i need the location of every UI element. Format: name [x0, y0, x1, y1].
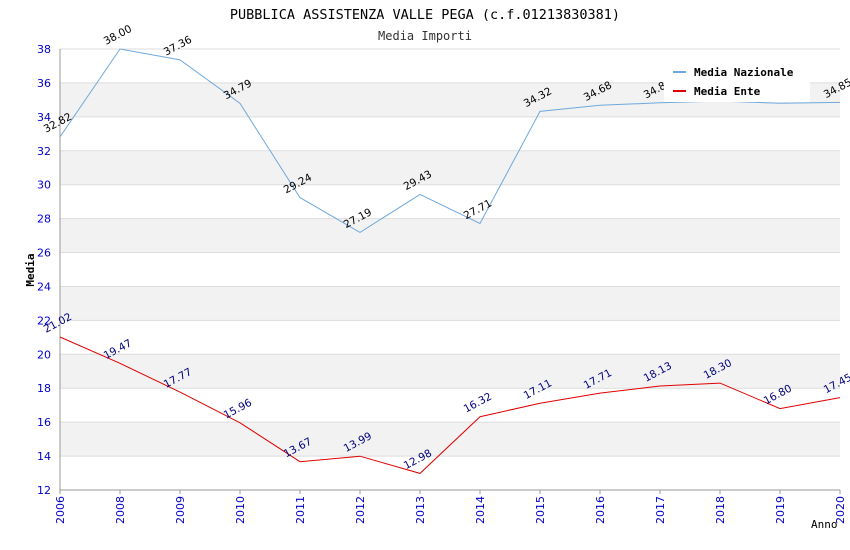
data-label: 37.36: [162, 34, 194, 59]
legend-background: [664, 60, 810, 102]
grid-band: [60, 422, 840, 457]
x-tick-label: 2018: [714, 496, 727, 524]
y-tick-label: 14: [37, 450, 51, 463]
x-tick-label: 2013: [414, 496, 427, 524]
grid-band: [60, 286, 840, 321]
data-label: 15.96: [222, 397, 254, 422]
background-bands: [60, 82, 840, 457]
y-tick-label: 26: [37, 247, 51, 260]
x-tick-label: 2014: [474, 496, 487, 524]
x-tick-label: 2012: [354, 496, 367, 524]
x-tick-label: 2017: [654, 496, 667, 524]
chart-title: PUBBLICA ASSISTENZA VALLE PEGA (c.f.0121…: [230, 7, 620, 23]
data-label: 16.32: [462, 391, 494, 416]
y-tick-label: 34: [37, 111, 51, 124]
grid-band: [60, 150, 840, 185]
y-tick-label: 28: [37, 213, 51, 226]
x-tick-label: 2011: [294, 496, 307, 524]
y-tick-label: 16: [37, 416, 51, 429]
x-axis-label: Anno: [811, 518, 838, 531]
y-tick-label: 22: [37, 314, 51, 327]
y-tick-label: 24: [37, 280, 51, 293]
x-tick-label: 2016: [594, 496, 607, 524]
x-tick-label: 2019: [774, 496, 787, 524]
x-tick-label: 2008: [114, 496, 127, 524]
y-tick-label: 38: [37, 43, 51, 56]
legend-label: Media Nazionale: [694, 66, 794, 79]
y-tick-label: 30: [37, 179, 51, 192]
grid-lines: [60, 48, 840, 457]
chart-subtitle: Media Importi: [378, 29, 472, 43]
y-tick-label: 32: [37, 145, 51, 158]
y-tick-label: 12: [37, 484, 51, 497]
y-tick-label: 36: [37, 77, 51, 90]
grid-band: [60, 218, 840, 253]
axes: [59, 49, 840, 491]
x-tick-label: 2015: [534, 496, 547, 524]
series-line-1: [59, 336, 841, 474]
y-axis-ticks: 12 14 16 18 20 22 24 26 28 30 32 34 36 38: [37, 43, 51, 497]
grid-band: [60, 354, 840, 389]
y-axis-label: Media: [24, 253, 37, 286]
legend: Media Nazionale Media Ente: [664, 60, 810, 102]
x-tick-label: 2020: [834, 496, 847, 524]
x-tick-label: 2006: [54, 496, 67, 524]
y-tick-label: 18: [37, 382, 51, 395]
y-tick-label: 20: [37, 348, 51, 361]
legend-label: Media Ente: [694, 85, 761, 98]
x-axis-ticks: 2006 2008 2009 2010 2011 2012 2013 2014 2015 2016…: [54, 490, 847, 524]
x-tick-label: 2009: [174, 496, 187, 524]
x-tick-label: 2010: [234, 496, 247, 524]
data-label: 38.00: [102, 23, 134, 48]
